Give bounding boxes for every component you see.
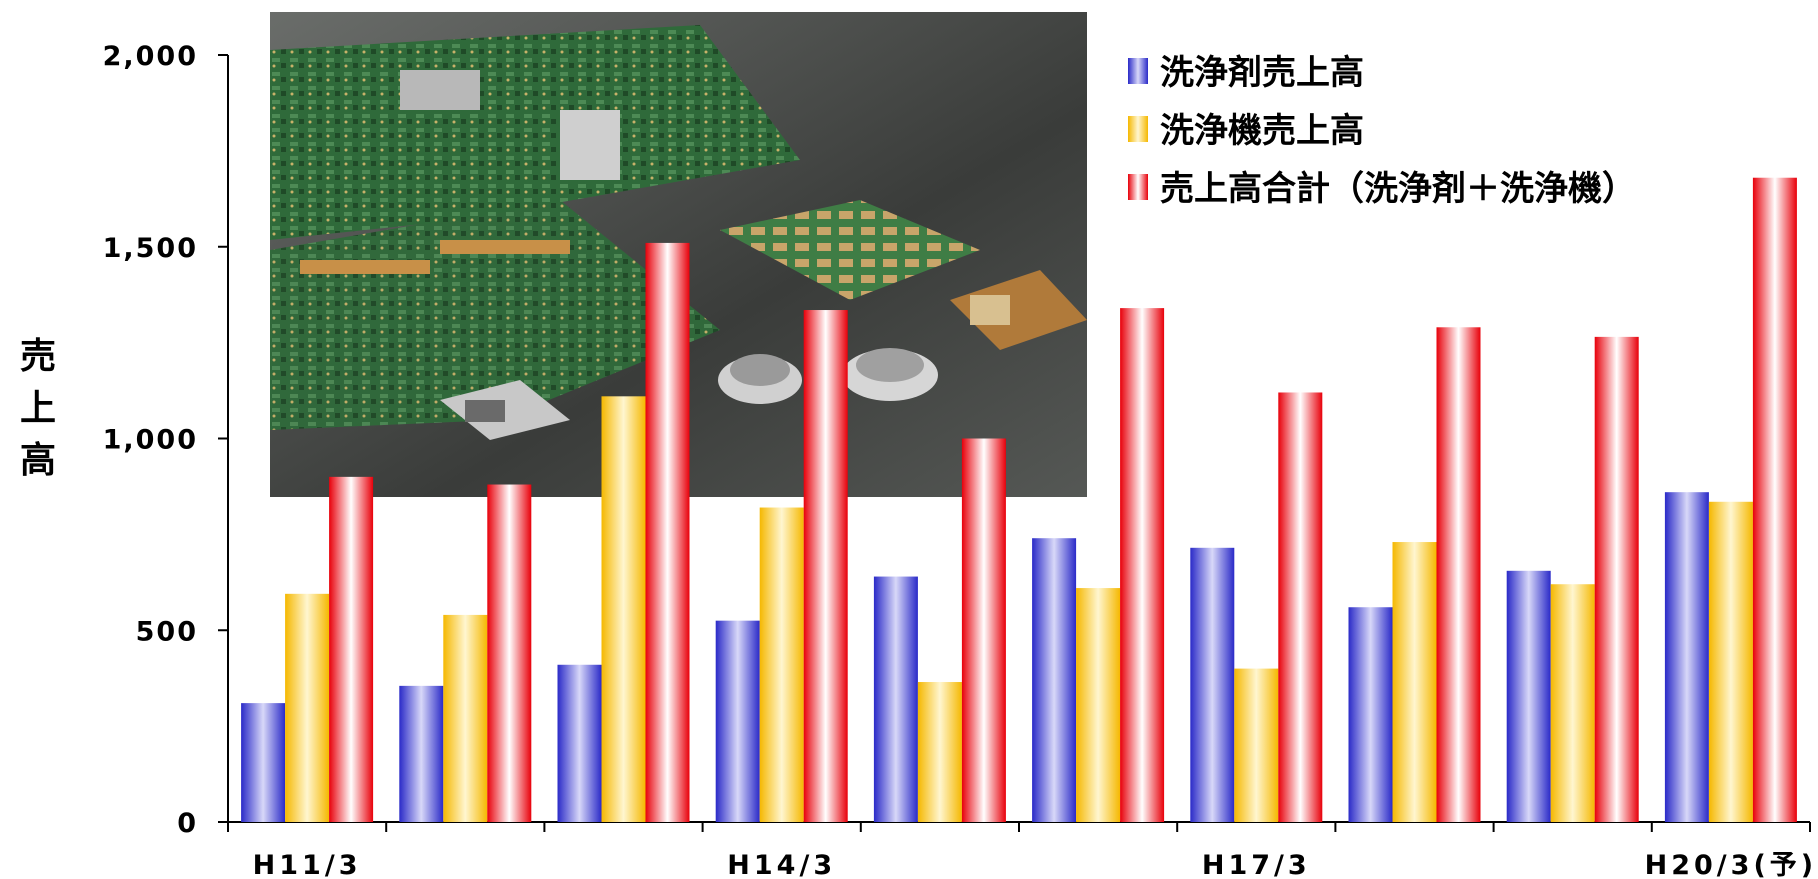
bar-series-3-6 [1120, 308, 1165, 822]
x-tick-label: H17/3 [1202, 850, 1311, 879]
y-axis-label: 売 上 高 [20, 336, 56, 481]
x-tick-label: H20/3(予) [1645, 850, 1818, 879]
bar-series-1-10 [1664, 492, 1709, 822]
bar-series-2-7 [1234, 668, 1279, 822]
bar-series-3-2 [487, 484, 532, 822]
y-tick-label: 500 [136, 616, 198, 647]
y-axis-label-char-2: 上 [20, 388, 56, 429]
bar-series-2-4 [759, 507, 804, 822]
legend-swatch-1 [1128, 58, 1148, 84]
bar-series-3-3 [645, 242, 690, 823]
bar-series-3-5 [961, 438, 1006, 822]
x-tick-label: H14/3 [727, 850, 836, 879]
bar-series-1-5 [873, 576, 918, 822]
bar-series-3-4 [803, 310, 848, 822]
y-axis-label-char-1: 売 [20, 336, 56, 377]
bar-series-2-5 [917, 682, 962, 822]
bar-series-2-1 [285, 593, 330, 822]
y-tick-label: 1,000 [103, 425, 198, 456]
legend-swatch-3 [1128, 174, 1148, 200]
circuit-board-photo-icon [270, 12, 1087, 497]
legend-label-3: 売上高合計（洗浄剤＋洗浄機） [1160, 169, 1636, 209]
legend-label-1: 洗浄剤売上高 [1160, 53, 1364, 93]
x-tick-labels: H11/3 H14/3 H17/3 H20/3(予) [253, 850, 1818, 879]
bar-series-3-10 [1752, 177, 1797, 823]
bar-series-1-9 [1506, 570, 1551, 822]
bar-series-3-7 [1278, 392, 1323, 822]
bar-series-1-2 [399, 685, 444, 822]
y-axis-label-char-3: 高 [20, 440, 56, 481]
bar-series-2-10 [1708, 501, 1753, 822]
y-tick-label: 0 [177, 808, 198, 839]
bar-series-2-6 [1076, 588, 1121, 822]
bar-series-2-3 [601, 396, 646, 822]
bar-series-1-7 [1190, 547, 1235, 822]
bar-series-3-1 [329, 476, 374, 822]
bar-series-2-8 [1392, 542, 1437, 822]
bar-series-2-9 [1550, 584, 1595, 822]
bar-series-1-1 [241, 703, 286, 822]
bar-series-2-2 [443, 614, 488, 822]
x-tick-label: H11/3 [253, 850, 362, 879]
bar-series-1-3 [557, 664, 602, 822]
legend-label-2: 洗浄機売上高 [1160, 111, 1364, 151]
y-tick-label: 2,000 [103, 41, 198, 72]
legend-swatch-2 [1128, 116, 1148, 142]
bar-series-3-8 [1436, 327, 1481, 822]
bar-series-1-6 [1032, 538, 1077, 822]
y-tick-labels: 0 500 1,000 1,500 2,000 [103, 41, 198, 839]
bar-series-1-8 [1348, 607, 1393, 822]
bars [241, 177, 1797, 823]
y-tick-label: 1,500 [103, 233, 198, 264]
bar-series-3-9 [1594, 336, 1639, 822]
bar-series-1-4 [715, 620, 760, 822]
